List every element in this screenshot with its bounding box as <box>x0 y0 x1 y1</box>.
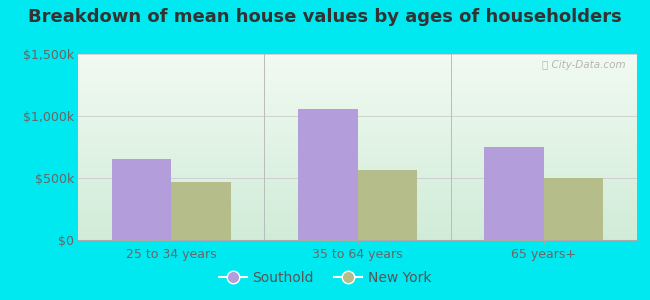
Bar <box>544 178 603 240</box>
Bar <box>112 159 171 240</box>
Bar <box>358 170 417 240</box>
Legend: Southold, New York: Southold, New York <box>213 265 437 290</box>
Bar <box>171 182 231 240</box>
Text: ⓘ City-Data.com: ⓘ City-Data.com <box>542 60 626 70</box>
Bar <box>484 147 544 240</box>
Bar <box>298 109 358 240</box>
Text: Breakdown of mean house values by ages of householders: Breakdown of mean house values by ages o… <box>28 8 622 26</box>
